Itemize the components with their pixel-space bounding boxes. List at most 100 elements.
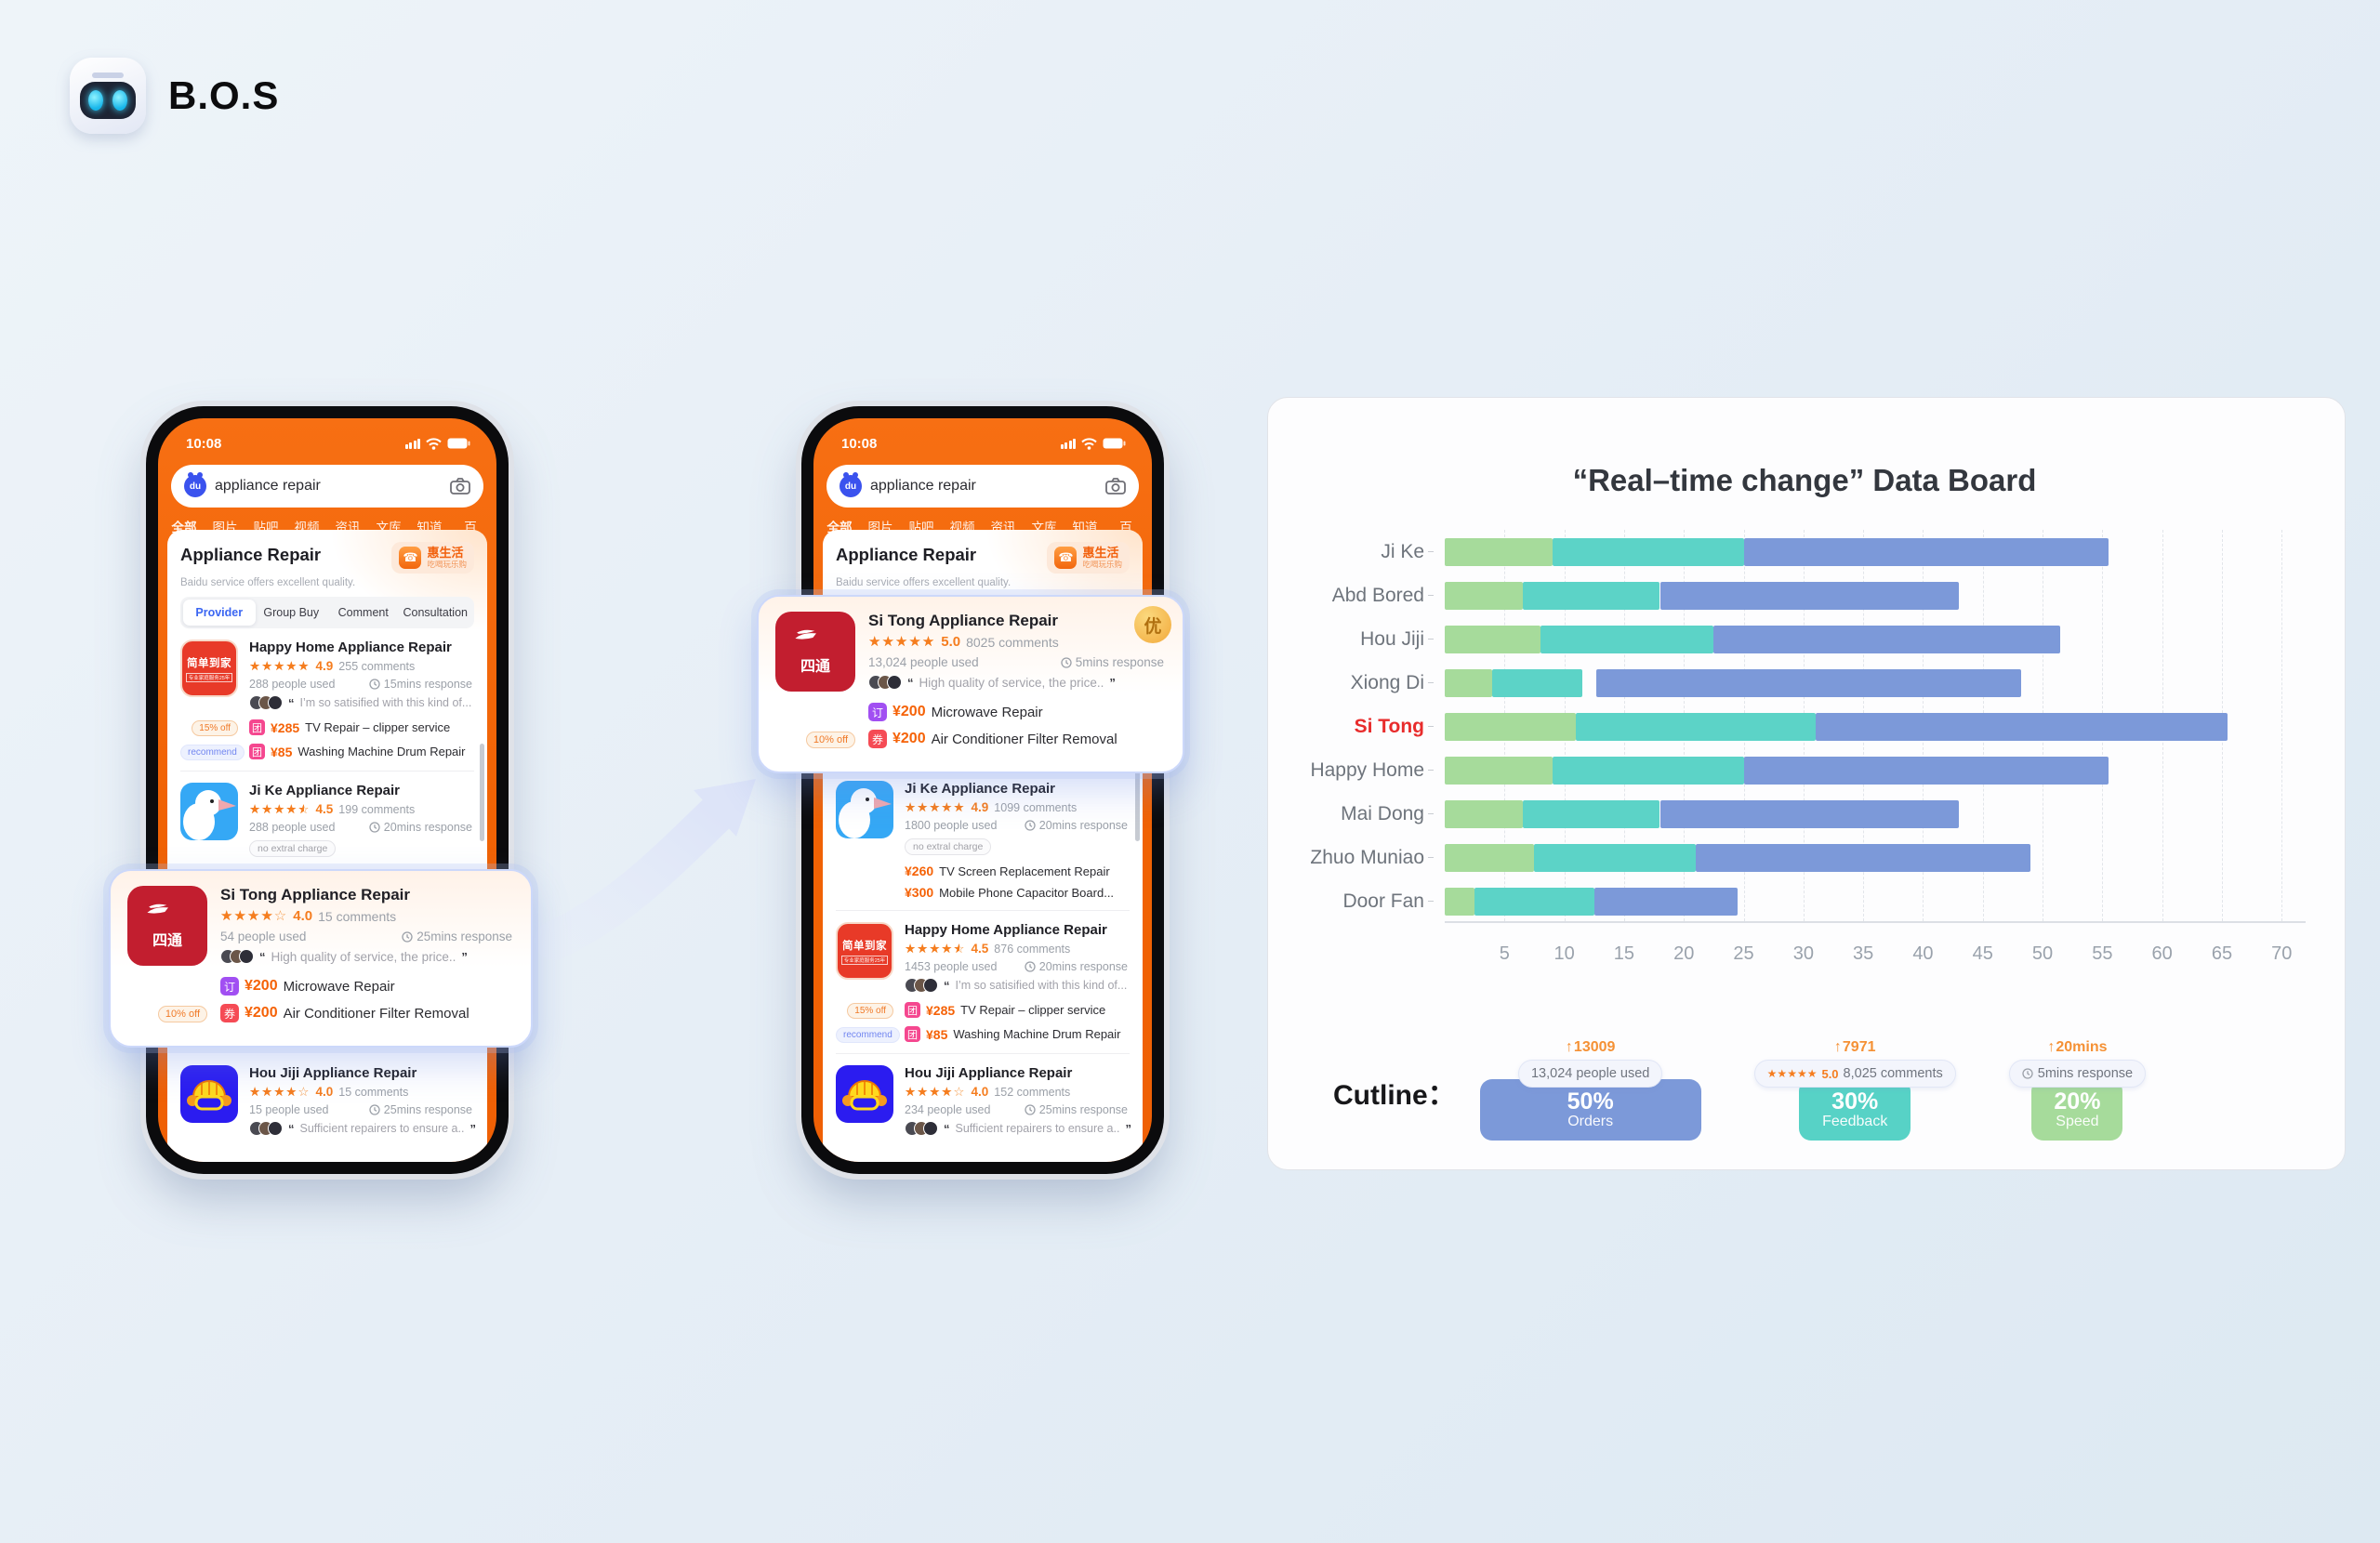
promo-desc: Air Conditioner Filter Removal	[283, 1005, 469, 1022]
delta-up-value: 7971	[1834, 1039, 1876, 1060]
promo-desc: Microwave Repair	[283, 978, 395, 995]
logo-text: 简单到家	[842, 940, 887, 952]
logo-subtext: 专业家庭服务25年	[840, 955, 889, 965]
life-badge[interactable]: ☎ 惠生活 吃喝玩乐购	[1047, 542, 1130, 574]
search-bar[interactable]: du appliance repair	[171, 465, 483, 508]
promo-row[interactable]: 15% off 团 ¥285 TV Repair – clipper service	[180, 719, 474, 736]
review-quote: “ I’m so satisified with this kind of...	[249, 695, 474, 710]
card-title: Appliance Repair	[836, 545, 977, 564]
filter-chip-provider[interactable]: Provider	[183, 600, 256, 626]
promo-detail: 团 ¥285 TV Repair – clipper service	[249, 719, 474, 735]
search-result-listing[interactable]: Ji Ke Appliance Repair ☆☆☆☆☆ ★★★★★ 4.9 1099 …	[836, 770, 1130, 855]
baidu-icon: du	[840, 472, 862, 497]
status-bar: 10:08	[158, 418, 496, 457]
promo-row[interactable]: recommend 团 ¥85 Washing Machine Drum Repair	[836, 1025, 1130, 1043]
rating-row: ☆☆☆☆☆★★★★★ 4.0 15 comments	[249, 1085, 474, 1099]
bar-track	[1445, 668, 2306, 697]
promo-chip-cell: 10% off	[127, 1005, 207, 1022]
bar-segment-speed	[1445, 843, 1535, 872]
promo-desc: TV Repair – clipper service	[305, 720, 451, 734]
promo-row[interactable]: 10% off 券 ¥200 Air Conditioner Filter Remov…	[775, 730, 1166, 748]
filter-chip-group-buy[interactable]: Group Buy	[263, 606, 320, 619]
search-result-listing[interactable]: 四通 Si Tong Appliance Repair ☆☆☆☆☆★★★★★ 4.0 1…	[127, 884, 514, 966]
rating-row: ☆☆☆☆☆★★★★★ 4.0 152 comments	[905, 1085, 1130, 1099]
promo-price: ¥85	[926, 1026, 948, 1042]
open-quote-icon: “	[944, 978, 950, 993]
search-query: appliance repair	[870, 478, 976, 494]
search-bar[interactable]: du appliance repair	[826, 465, 1139, 508]
bar-track	[1445, 581, 2306, 610]
life-badge[interactable]: ☎ 惠生活 吃喝玩乐购	[391, 542, 474, 574]
listing-title: Hou Jiji Appliance Repair	[249, 1065, 417, 1081]
search-result-listing[interactable]: Hou Jiji Appliance Repair ☆☆☆☆☆★★★★★ 4.0 15…	[180, 1054, 476, 1136]
promo-detail: ¥260 TV Screen Replacement Repair	[905, 864, 1130, 878]
stacked-bar-chart: Ji Ke Abd Bored Hou Jiji Xiong Di Si Tong Hap…	[1310, 530, 2306, 923]
bar-segment-orders	[1596, 668, 2021, 697]
promo-detail: 团 ¥85 Washing Machine Drum Repair	[905, 1026, 1130, 1042]
quote-text: High quality of service, the price..	[271, 949, 456, 964]
stars-base: ☆☆☆☆☆	[905, 799, 966, 814]
search-result-listing[interactable]: 简单到家 专业家庭服务25年 Happy Home Appliance Repair…	[180, 628, 474, 710]
highlight-popup-card[interactable]: 优四通 Si Tong Appliance Repair ☆☆☆☆☆ ★★★★★ 5.0…	[757, 595, 1184, 773]
legend-tooltip: 5mins response	[2008, 1060, 2147, 1088]
bar-segment-orders	[1696, 843, 2031, 872]
scrollbar[interactable]	[480, 744, 484, 841]
bar-segment-speed	[1445, 712, 1577, 741]
filter-chip-consultation[interactable]: Consultation	[403, 606, 469, 619]
avatar-group	[220, 949, 254, 964]
review-quote: “ High quality of service, the price.. ”	[868, 675, 1166, 690]
comments-count: 15 comments	[338, 1085, 409, 1099]
x-tick-label: 45	[1972, 943, 1993, 964]
promo-row[interactable]: ¥260 TV Screen Replacement Repair	[836, 864, 1130, 878]
promo-row[interactable]: ¥300 Mobile Phone Capacitor Board...	[836, 885, 1130, 900]
search-result-listing[interactable]: Ji Ke Appliance Repair ☆☆☆☆☆★★★★★ 4.5 199 c…	[180, 772, 474, 857]
stars-fill: ★★★★★	[249, 802, 304, 816]
search-result-listing[interactable]: 四通 Si Tong Appliance Repair ☆☆☆☆☆ ★★★★★ 5.0 8…	[775, 610, 1166, 692]
promo-row[interactable]: 订 ¥200 Microwave Repair	[775, 703, 1166, 721]
promo-rows: 订 ¥200 Microwave Repair 10% off 券 ¥200 Air Con…	[775, 703, 1166, 748]
promo-row[interactable]: 15% off 团 ¥285 TV Repair – clipper service	[836, 1001, 1130, 1019]
legend-box-orders: 50% Orders	[1479, 1079, 1701, 1141]
chart-row: Hou Jiji	[1360, 617, 2306, 661]
search-result-listing[interactable]: 简单到家 专业家庭服务25年 Happy Home Appliance Repair…	[836, 911, 1130, 993]
promo-rows: 订 ¥200 Microwave Repair 10% off 券 ¥200 Air Con…	[127, 977, 514, 1022]
camera-icon[interactable]	[1105, 478, 1126, 495]
scrollbar[interactable]	[1135, 744, 1140, 841]
people-used: 1453 people used	[905, 960, 998, 973]
bar-segment-orders	[1593, 887, 1739, 916]
review-quote: “ High quality of service, the price.. ”	[220, 949, 514, 964]
x-tick-label: 25	[1733, 943, 1754, 964]
promo-desc: TV Repair – clipper service	[960, 1003, 1106, 1017]
search-result-listing[interactable]: Hou Jiji Appliance Repair ☆☆☆☆☆★★★★★ 4.0 15…	[836, 1054, 1131, 1136]
people-used: 288 people used	[249, 821, 336, 834]
merchant-logo-hou-jiji-helmet-icon	[836, 1065, 893, 1123]
response-text: 20mins response	[383, 821, 472, 834]
promo-row[interactable]: recommend 团 ¥85 Washing Machine Drum Repair	[180, 743, 474, 760]
filter-chip-comment[interactable]: Comment	[337, 606, 389, 619]
promo-price: ¥285	[271, 719, 300, 735]
bar-segment-speed	[1445, 668, 1493, 697]
promo-row[interactable]: 订 ¥200 Microwave Repair	[127, 977, 514, 996]
promo-row[interactable]: 10% off 券 ¥200 Air Conditioner Filter Remov…	[127, 1004, 514, 1022]
legend-tooltip: ★★★★★ 5.0 8,025 comments	[1753, 1060, 1956, 1088]
rating-value: 4.0	[293, 908, 313, 924]
bar-track	[1445, 712, 2306, 741]
signal-icon	[1060, 438, 1076, 449]
camera-icon[interactable]	[450, 478, 470, 495]
legend-tooltip: 13,024 people used	[1517, 1060, 1663, 1088]
meta-row: 15 people used 25mins response	[249, 1103, 474, 1116]
merchant-logo-ji-ke-bird-icon	[836, 781, 893, 838]
bar-segment-orders	[1743, 537, 2109, 566]
stars-base: ☆☆☆☆☆	[220, 908, 288, 924]
battery-icon	[447, 438, 470, 449]
avatar	[268, 1121, 283, 1136]
star-rating-icon: ☆☆☆☆☆★★★★★	[905, 1086, 966, 1099]
stars-base: ☆☆☆☆☆	[249, 658, 311, 673]
tag-chip: no extral charge	[249, 840, 337, 857]
highlight-popup-card[interactable]: 四通 Si Tong Appliance Repair ☆☆☆☆☆★★★★★ 4.0 1…	[109, 869, 533, 1048]
phone-mockup-1: 10:08 du appliance repair 全部 图片 贴吧 视频 资讯 文库 知道百 Ap…	[109, 406, 533, 1174]
legend-label: Feedback	[1822, 1114, 1888, 1129]
legend-label: Orders	[1567, 1114, 1614, 1129]
life-badge-subtitle: 吃喝玩乐购	[427, 560, 467, 569]
